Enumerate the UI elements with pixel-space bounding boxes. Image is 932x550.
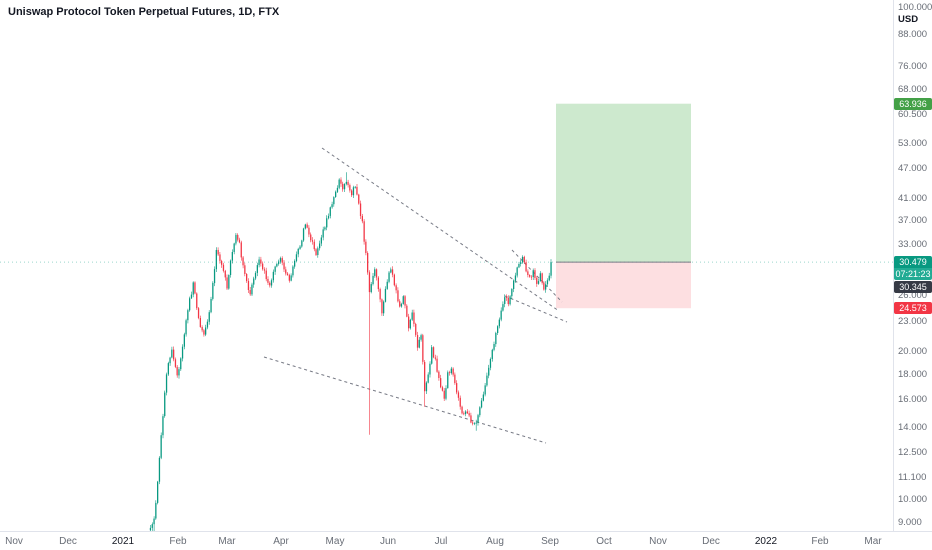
symbol-title[interactable]: Uniswap Protocol Token Perpetual Futures…: [8, 6, 280, 18]
price-axis-label: 76.000: [898, 60, 928, 72]
secondary-price-badge: 30.345: [894, 281, 932, 294]
time-axis-label: Oct: [596, 536, 612, 547]
time-axis-label: Jun: [379, 536, 397, 547]
last-price-value: 30.479: [894, 256, 932, 269]
price-axis-label: 53.000: [898, 137, 928, 149]
price-axis-label: 100.000: [898, 2, 932, 13]
price-axis-label: 11.100: [898, 472, 927, 484]
price-axis-label: 16.000: [898, 393, 928, 405]
price-axis-label: 37.000: [898, 214, 928, 226]
current-price-badge[interactable]: 30.479 07:21:23: [894, 256, 932, 281]
time-axis-label: Apr: [273, 536, 289, 547]
stop-price-badge[interactable]: 24.573: [894, 302, 932, 315]
price-axis-label: 23.000: [898, 316, 928, 328]
price-axis-label: 41.000: [898, 192, 928, 204]
price-axis-label: 60.500: [898, 109, 928, 121]
price-axis-label: 10.000: [898, 494, 928, 506]
price-axis-label: 68.000: [898, 84, 928, 96]
time-axis[interactable]: Nov Dec 2021 Feb Mar Apr May Jun Jul Aug Sep Oct Nov…: [0, 531, 932, 550]
long-position-stop-zone[interactable]: [556, 262, 691, 309]
time-axis-label: May: [325, 536, 345, 547]
price-axis-label: 88.000: [898, 29, 928, 41]
time-axis-label: Nov: [5, 536, 23, 547]
currency-label[interactable]: USD: [898, 14, 919, 25]
time-axis-label: Aug: [486, 536, 504, 547]
trendline[interactable]: [321, 147, 560, 312]
time-axis-label: Dec: [59, 536, 77, 547]
time-axis-label: Jul: [434, 536, 448, 547]
price-axis-label: 9.000: [898, 516, 922, 528]
price-axis-label: 26.000: [898, 290, 928, 302]
long-position-target-zone[interactable]: [556, 103, 691, 263]
time-axis-label: 2022: [754, 536, 778, 547]
time-axis-label: Feb: [169, 536, 187, 547]
time-axis-label: Sep: [541, 536, 559, 547]
candlestick-series: [149, 172, 552, 531]
bar-countdown: 07:21:23: [894, 268, 932, 281]
target-price-badge[interactable]: 63.936: [894, 97, 932, 110]
time-axis-label: Mar: [864, 536, 882, 547]
time-axis-label: Mar: [218, 536, 236, 547]
price-axis-label: 12.500: [898, 446, 928, 458]
price-axis-label: 18.000: [898, 368, 928, 380]
time-axis-label: Dec: [702, 536, 720, 547]
time-axis-label: 2021: [111, 536, 135, 547]
time-axis-label: Feb: [811, 536, 829, 547]
trendline[interactable]: [504, 295, 568, 323]
time-axis-label: Nov: [649, 536, 667, 547]
price-axis-label: 14.000: [898, 422, 928, 434]
trendline[interactable]: [263, 356, 547, 444]
price-axis-label: 33.000: [898, 239, 928, 251]
price-axis-label: 47.000: [898, 163, 928, 175]
chart-canvas[interactable]: [0, 0, 893, 531]
price-axis-label: 20.000: [898, 346, 928, 358]
